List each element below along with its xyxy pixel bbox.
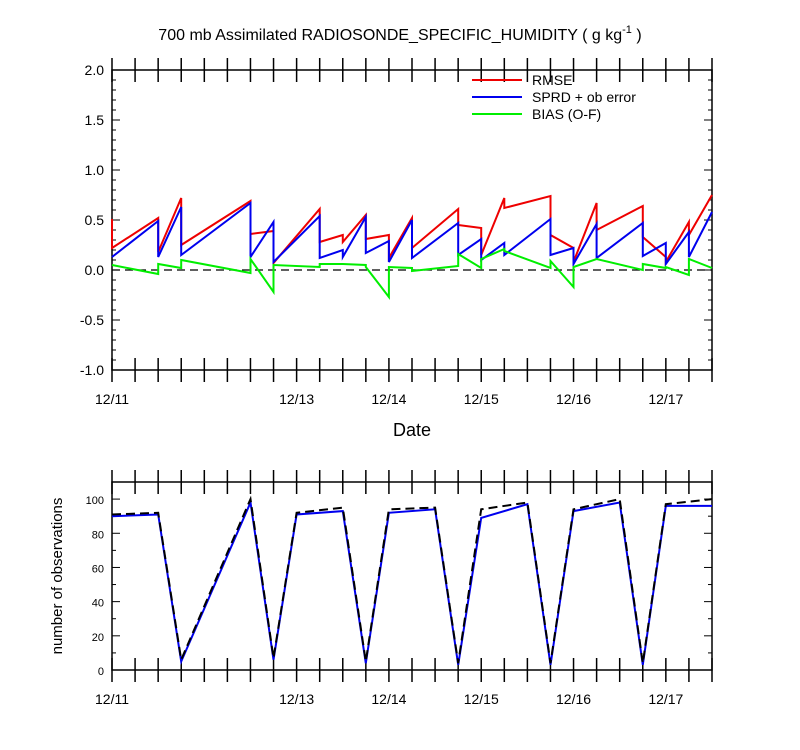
chart-title-end: )	[632, 27, 642, 44]
x-tick-label: 12/11	[95, 391, 129, 407]
series-possible-observations	[111, 495, 713, 664]
series-bias-o-f	[111, 247, 713, 300]
x-tick-label: 12/17	[648, 391, 683, 407]
chart-title: 700 mb Assimilated RADIOSONDE_SPECIFIC_H…	[158, 24, 641, 44]
x-tick-label: 12/16	[556, 391, 591, 407]
x-tick-label: 12/14	[371, 391, 406, 407]
chart-title-superscript: -1	[622, 24, 632, 36]
y-tick-label: 1.0	[85, 162, 105, 178]
series-sprd-ob-error	[111, 200, 713, 268]
legend-label: SPRD + ob error	[532, 89, 636, 105]
x-tick-label: 12/14	[371, 691, 406, 707]
x-tick-label: 12/13	[279, 391, 314, 407]
legend-label: BIAS (O-F)	[532, 106, 601, 122]
x-tick-label: 12/11	[95, 691, 129, 707]
series-used-observations	[111, 498, 712, 666]
bottom-chart: 100 80 60 40 20 0 12/11 12/13 12/14 12/15 12/16 12/…	[49, 470, 713, 707]
y-tick-label: 20	[92, 632, 104, 644]
y-tick-label: 2.0	[85, 62, 105, 78]
top-chart: 2.0 1.5 1.0 0.5 0.0 -0.5 -1.0 12/11 12/13 12/14 12…	[80, 58, 713, 440]
y-tick-label: -0.5	[80, 312, 104, 328]
y-tick-label: 0	[98, 666, 104, 678]
y-tick-label: 80	[92, 529, 104, 541]
x-tick-label: 12/13	[279, 691, 314, 707]
legend-label: RMSE	[532, 72, 572, 88]
chart-title-main: 700 mb Assimilated RADIOSONDE_SPECIFIC_H…	[158, 27, 622, 44]
y-tick-label: 60	[92, 563, 104, 575]
x-tick-label: 12/16	[556, 691, 591, 707]
y-tick-label: 40	[92, 598, 104, 610]
y-axis-label: number of observations	[49, 498, 66, 655]
y-tick-label: 1.5	[85, 112, 105, 128]
x-tick-label: 12/17	[648, 691, 683, 707]
x-tick-label: 12/15	[464, 691, 499, 707]
y-tick-label: 100	[86, 495, 104, 507]
y-tick-label: 0.5	[85, 212, 105, 228]
y-tick-label: -1.0	[80, 362, 104, 378]
x-axis-label: Date	[393, 420, 431, 440]
y-tick-label: 0.0	[85, 262, 105, 278]
x-tick-label: 12/15	[464, 391, 499, 407]
